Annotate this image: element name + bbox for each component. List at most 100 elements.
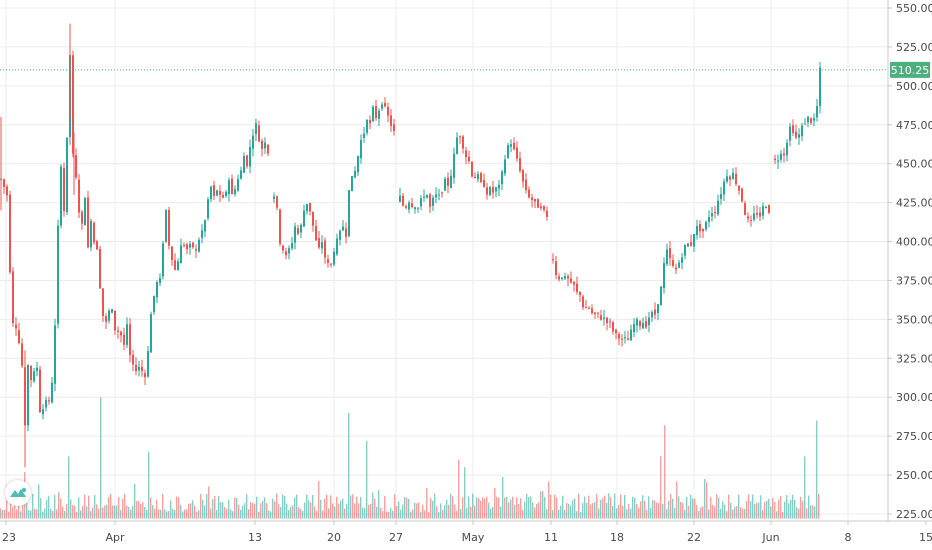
- candle-body: [492, 186, 494, 193]
- candle-body: [714, 211, 716, 213]
- price-axis[interactable]: 225.00 250.00 275.00 300.00 325.00 350.00 375.…: [888, 2, 932, 521]
- candle-body: [381, 104, 383, 109]
- volume-bar: [218, 495, 220, 519]
- y-tick-label: 550.00: [896, 2, 932, 15]
- candle-body: [618, 333, 620, 339]
- candle-body: [174, 260, 176, 270]
- volume-bar: [622, 506, 624, 519]
- volume-bar: [560, 505, 562, 519]
- volume-bar: [356, 496, 358, 519]
- volume-bar: [146, 509, 148, 519]
- candle-body: [312, 211, 314, 226]
- candle-body: [723, 181, 725, 195]
- volume-bar: [556, 497, 558, 519]
- volume-bar: [410, 511, 412, 519]
- volume-bar: [420, 512, 422, 519]
- candle-body: [597, 312, 599, 314]
- volume-bar: [88, 495, 90, 519]
- volume-bar: [630, 508, 632, 519]
- volume-bar: [682, 502, 684, 519]
- candle-body: [438, 194, 440, 196]
- volume-bar: [378, 490, 380, 519]
- volume-bar: [132, 505, 134, 519]
- candle-body: [378, 110, 380, 119]
- candle-body: [432, 197, 434, 206]
- candle-body: [54, 325, 56, 384]
- volume-bar: [342, 498, 344, 519]
- volume-bar: [228, 499, 230, 519]
- volume-bar: [474, 505, 476, 519]
- volume-bar: [414, 502, 416, 519]
- volume-bar: [776, 511, 778, 519]
- candle-body: [579, 291, 581, 296]
- volume-bar: [686, 497, 688, 519]
- volume-bar: [794, 499, 796, 519]
- volume-bar: [448, 504, 450, 519]
- volume-bar: [508, 502, 510, 519]
- volume-bar: [756, 503, 758, 519]
- candle-body: [276, 196, 278, 208]
- volume-bar: [424, 510, 426, 519]
- volume-bar: [616, 508, 618, 519]
- candle-body: [576, 283, 578, 293]
- volume-bar: [256, 496, 258, 519]
- volume-bar: [592, 503, 594, 519]
- candle-body: [762, 206, 764, 216]
- candle-body: [528, 189, 530, 198]
- volume-bar: [548, 481, 550, 519]
- x-tick-label: 22: [687, 531, 701, 544]
- candle-body: [315, 225, 317, 241]
- volume-bar: [344, 508, 346, 519]
- volume-bar: [316, 511, 318, 519]
- volume-bar: [366, 440, 368, 519]
- candle-body: [3, 179, 5, 188]
- candle-body: [357, 156, 359, 173]
- candle-body: [600, 315, 602, 320]
- volume-bar: [70, 499, 72, 519]
- volume-bar: [38, 484, 40, 519]
- volume-bar: [758, 502, 760, 519]
- volume-bar: [330, 495, 332, 519]
- volume-bar: [288, 509, 290, 519]
- candle-body: [483, 179, 485, 188]
- volume-bar: [434, 493, 436, 519]
- volume-bar: [626, 509, 628, 519]
- candle-body: [21, 343, 23, 366]
- volume-bar: [738, 494, 740, 519]
- volume-bar: [446, 499, 448, 519]
- candle-body: [228, 180, 230, 195]
- candle-body: [543, 206, 545, 210]
- volume-bar: [310, 502, 312, 519]
- volume-bar: [476, 497, 478, 519]
- candle-body: [102, 288, 104, 317]
- volume-bar: [598, 508, 600, 519]
- candle-body: [552, 259, 554, 261]
- volume-bar: [54, 495, 56, 519]
- volume-bar: [432, 500, 434, 519]
- candle-body: [651, 312, 653, 318]
- volume-bar: [558, 509, 560, 519]
- x-tick-label: 20: [327, 531, 341, 544]
- candle-body: [147, 351, 149, 377]
- volume-bar: [534, 507, 536, 519]
- volume-bar: [186, 509, 188, 519]
- candle-body: [12, 271, 14, 324]
- candle-body: [300, 224, 302, 233]
- volume-bar: [566, 502, 568, 519]
- volume-bar: [294, 497, 296, 519]
- time-axis[interactable]: 23 Apr 13 20 27 May 11 18 22 Jun 8 15: [2, 521, 932, 544]
- volume-bar: [770, 506, 772, 519]
- volume-bar: [372, 492, 374, 519]
- volume-bar: [754, 503, 756, 519]
- candle-body: [612, 322, 614, 332]
- volume-bar: [684, 510, 686, 519]
- volume-bar: [736, 505, 738, 519]
- volume-bar: [586, 502, 588, 519]
- volume-bar: [272, 498, 274, 519]
- candle-body: [450, 175, 452, 188]
- tradingview-logo-badge[interactable]: [5, 480, 31, 506]
- volume-bar: [204, 505, 206, 519]
- volume-bar: [84, 494, 86, 519]
- volume-bar: [14, 495, 16, 519]
